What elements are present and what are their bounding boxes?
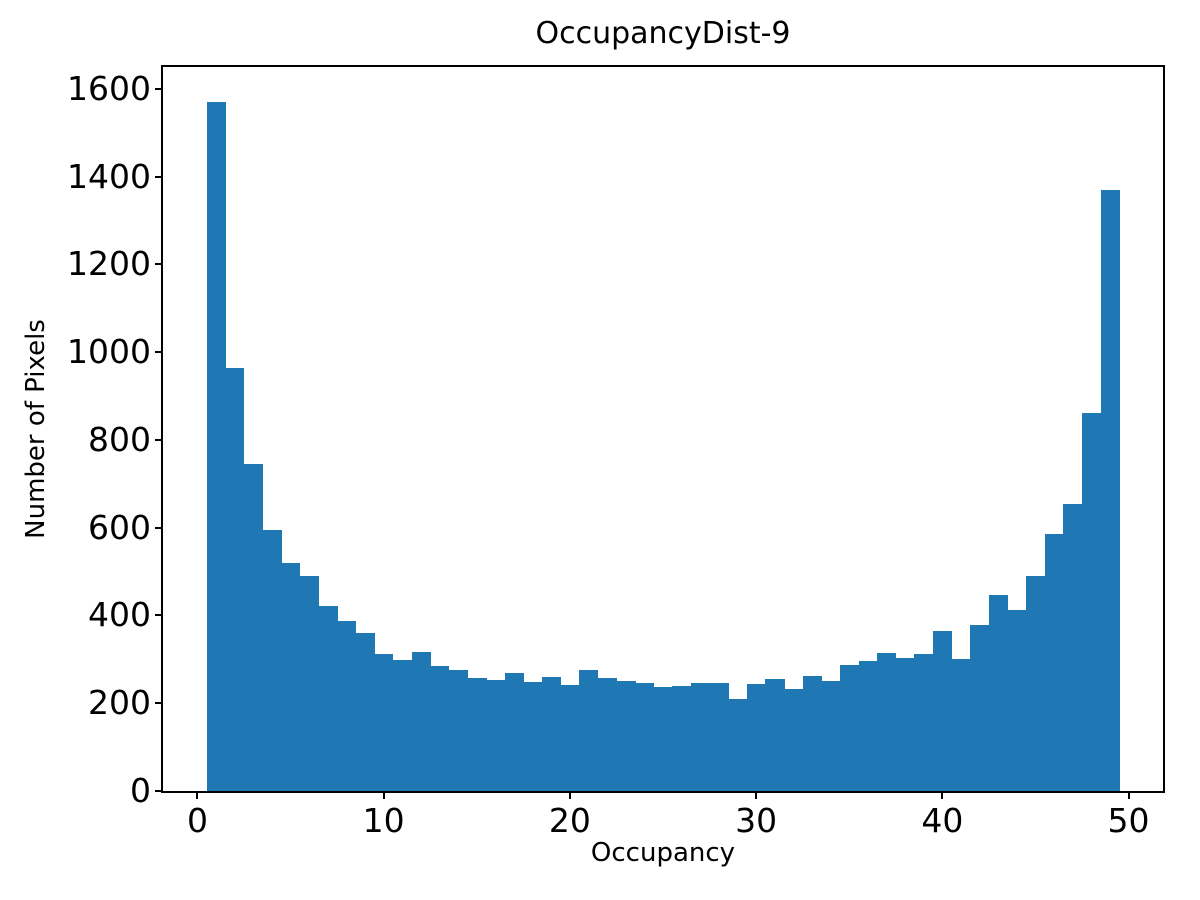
histogram-bar (1044, 534, 1064, 791)
histogram-bar (784, 689, 804, 791)
histogram-bar (262, 529, 282, 791)
histogram-bar (374, 654, 394, 791)
histogram-bar (244, 464, 264, 791)
histogram-bar (821, 681, 841, 791)
y-tick-label: 1000 (67, 332, 151, 372)
histogram-bar (616, 680, 636, 791)
y-tick-mark (155, 790, 163, 792)
x-tick-label: 40 (921, 801, 964, 840)
y-tick-label: 1200 (67, 244, 151, 284)
histogram-bar (672, 685, 692, 791)
y-tick-label: 1600 (67, 68, 151, 108)
y-tick-mark (155, 263, 163, 266)
histogram-bar (523, 682, 543, 791)
histogram-bar (467, 677, 487, 791)
histogram-bar (728, 698, 748, 791)
plot-area (161, 65, 1165, 793)
y-tick-mark (155, 702, 163, 705)
histogram-bar (225, 367, 245, 791)
histogram-bar (839, 664, 860, 791)
histogram-bar (1026, 575, 1046, 791)
histogram-bar (709, 683, 729, 791)
histogram-bar (858, 660, 878, 791)
y-tick-mark (155, 438, 163, 441)
histogram-bar (597, 678, 617, 791)
y-tick-mark (155, 526, 163, 529)
y-axis-label: Number of Pixels (21, 319, 51, 539)
x-tick-mark (755, 791, 758, 799)
histogram-bar (1081, 412, 1102, 791)
histogram-bar (877, 652, 897, 791)
x-tick-label: 20 (548, 801, 591, 840)
histogram-bar (635, 683, 655, 791)
histogram-bar (579, 669, 599, 791)
histogram-bar (504, 673, 524, 791)
histogram-bar (988, 594, 1008, 791)
histogram-bar (914, 653, 934, 791)
histogram-bar (1007, 610, 1027, 791)
histogram-bar (1100, 189, 1120, 791)
x-axis-label: Occupancy (590, 838, 736, 868)
histogram-bar (541, 676, 562, 791)
histogram-bar (746, 684, 766, 791)
y-tick-label: 400 (88, 595, 151, 635)
histogram-bar (895, 658, 915, 791)
histogram-bar (690, 683, 711, 791)
y-tick-label: 0 (130, 771, 151, 810)
histogram-bar (392, 660, 413, 791)
x-tick-mark (568, 791, 571, 799)
x-tick-label: 10 (362, 801, 405, 840)
histogram-bar (560, 685, 580, 791)
histogram-bar (653, 687, 673, 791)
y-tick-label: 600 (88, 507, 151, 547)
histogram-bar (318, 605, 338, 791)
histogram-bar (430, 665, 450, 791)
histogram-bars (163, 67, 1163, 791)
y-tick-mark (155, 175, 163, 178)
histogram-bar (206, 102, 226, 791)
chart-title: OccupancyDist-9 (535, 16, 791, 51)
y-tick-mark (155, 87, 163, 90)
histogram-bar (933, 630, 953, 791)
histogram-bar (299, 575, 319, 791)
histogram-bar (337, 620, 357, 791)
histogram-bar (765, 679, 785, 791)
histogram-bar (951, 659, 971, 791)
x-tick-mark (1127, 791, 1130, 799)
x-tick-label: 0 (186, 801, 208, 840)
histogram-bar (486, 679, 506, 791)
histogram-bar (970, 625, 990, 791)
y-tick-mark (155, 351, 163, 354)
y-tick-mark (155, 614, 163, 617)
x-tick-mark (941, 791, 944, 799)
histogram-bar (448, 670, 468, 791)
x-tick-mark (382, 791, 385, 799)
histogram-bar (1063, 503, 1083, 791)
x-tick-label: 50 (1107, 801, 1150, 840)
histogram-bar (411, 652, 431, 791)
y-tick-label: 800 (88, 419, 151, 459)
histogram-bar (802, 676, 822, 791)
histogram-bar (281, 562, 301, 791)
x-tick-mark (196, 791, 199, 799)
y-tick-label: 200 (88, 683, 151, 723)
histogram-bar (355, 633, 375, 791)
x-tick-label: 30 (735, 801, 778, 840)
y-tick-label: 1400 (67, 156, 151, 196)
